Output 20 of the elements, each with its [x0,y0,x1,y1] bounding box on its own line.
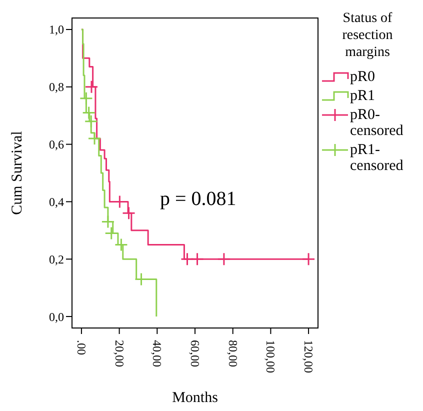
x-tick-label: 40,00 [150,340,164,367]
x-tick-label: 20,00 [112,340,126,367]
legend-label: pR1-censored [350,142,404,174]
y-axis-title: Cum Survival [9,131,26,215]
legend-label: pR1 [350,88,376,104]
y-tick-label: 0,0 [49,310,64,324]
x-tick-label: 120,00 [302,340,316,373]
legend-label: pR0 [350,69,376,85]
annotation: p = 0.081 [160,188,236,211]
legend-title: Status of resection margins [341,10,394,61]
x-tick-label: 100,00 [264,340,278,373]
x-tick-label: 80,00 [226,340,240,367]
x-tick-label: .00 [74,340,88,355]
y-tick-label: 0,6 [49,138,64,152]
x-tick-label: 60,00 [188,340,202,367]
y-tick-label: 0,8 [49,80,64,94]
y-tick-label: 0,2 [49,252,64,266]
y-tick-label: 1,0 [49,22,64,37]
x-axis-title: Months [172,390,218,406]
y-tick-label: 0,4 [49,194,64,209]
